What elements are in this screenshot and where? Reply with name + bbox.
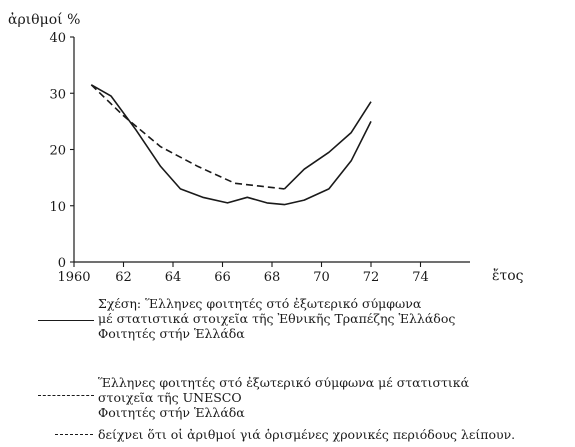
y-tick-label: 30: [49, 87, 66, 102]
series-layer: [90, 84, 372, 206]
x-tick-label: 64: [165, 270, 182, 285]
y-tick-label: 0: [58, 256, 66, 271]
x-tick-label: 62: [115, 270, 132, 285]
y-axis-label: ἀριθμοί %: [8, 11, 80, 28]
y-ticks: 0 10 20 30 40: [49, 31, 74, 271]
x-tick-label: 70: [313, 270, 330, 285]
y-tick-label: 10: [49, 200, 66, 215]
legend-missing-text: δείχνει ὅτι οἱ ἀριθμοί γιά ὁρισμένες χρο…: [98, 427, 516, 442]
x-tick-label: 1960: [57, 270, 90, 285]
x-tick-label: 72: [363, 270, 380, 285]
y-tick-label: 40: [49, 31, 66, 46]
series-line-dashed: [90, 84, 285, 190]
x-tick-label: 68: [264, 270, 281, 285]
x-ticks: 1960 62 64 66 68 70 72 74: [57, 262, 429, 285]
y-tick-label: 20: [49, 144, 66, 159]
legend-dashed-swatch: [38, 395, 94, 396]
series-line-solid-1: [283, 101, 372, 190]
x-tick-label: 74: [412, 270, 429, 285]
x-tick-label: 66: [214, 270, 231, 285]
legend-solid-text: Σχέση: Ἕλληνες φοιτητές στό ἐξωτερικό σύ…: [98, 296, 456, 341]
legend-missing-swatch: [55, 434, 93, 435]
x-axis-label: ἔτος: [492, 267, 524, 284]
legend-solid-swatch: [38, 320, 94, 321]
legend-dashed-text: Ἕλληνες φοιτητές στό ἐξωτερικό σύμφωνα μ…: [98, 375, 470, 420]
series-line-solid-0: [90, 84, 372, 206]
